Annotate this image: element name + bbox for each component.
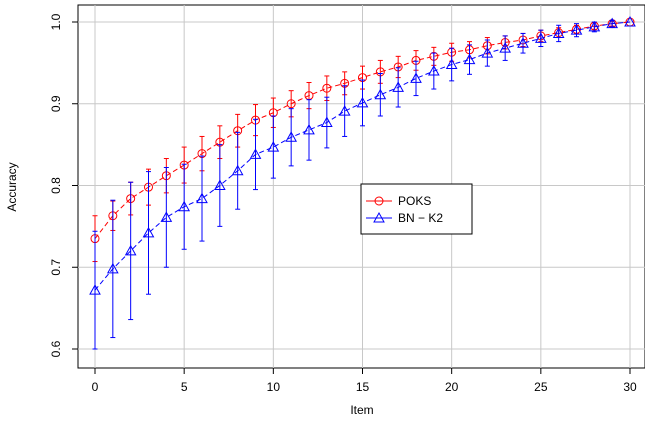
data-point (588, 20, 601, 32)
error-bar (110, 199, 116, 339)
error-bar (413, 60, 419, 97)
x-axis: 0 5 10 15 20 25 30 (92, 368, 637, 394)
plot-frame (77, 4, 645, 369)
error-bar (502, 35, 508, 61)
error-bar (253, 118, 258, 191)
error-bar (199, 155, 205, 242)
x-axis-label: Item (350, 403, 373, 417)
x-tick-label: 15 (356, 380, 370, 394)
data-point (410, 72, 422, 83)
error-bar (360, 79, 365, 127)
data-point (481, 47, 494, 58)
data-point (178, 200, 191, 212)
error-bar (395, 67, 401, 108)
error-bar (484, 39, 490, 67)
y-tick-label: 0.7 (49, 259, 63, 276)
data-point (160, 211, 173, 222)
data-point (285, 131, 298, 142)
data-point (124, 244, 137, 256)
data-point (534, 32, 547, 43)
legend-label-poks: POKS (398, 194, 431, 208)
data-point (213, 179, 226, 190)
series-layer (89, 15, 636, 350)
data-point (445, 58, 458, 70)
legend: POKS BN − K2 (360, 183, 473, 235)
error-bar (270, 115, 276, 179)
data-point (392, 81, 405, 92)
data-point (499, 42, 512, 53)
x-tick-label: 0 (92, 380, 99, 394)
error-bar (324, 96, 330, 149)
data-point (374, 88, 387, 100)
x-tick-label: 25 (534, 380, 548, 394)
series-bn-k2 (89, 15, 636, 350)
y-tick-label: 1.0 (49, 13, 63, 30)
data-point (463, 53, 476, 65)
x-tick-label: 30 (623, 380, 637, 394)
legend-box (360, 183, 473, 235)
error-bar (217, 144, 223, 227)
error-bar (609, 19, 615, 28)
error-bar (377, 73, 383, 117)
data-point (286, 99, 296, 109)
legend-label-bn-k2: BN − K2 (398, 211, 443, 225)
error-bar (306, 99, 312, 161)
data-point (552, 27, 565, 38)
data-point (249, 148, 262, 159)
error-bar (288, 108, 294, 167)
y-tick-label: 0.6 (49, 340, 63, 357)
error-bar (92, 230, 98, 350)
y-tick-label: 0.8 (49, 177, 63, 194)
data-point (356, 96, 369, 108)
error-bar (146, 171, 151, 295)
x-tick-label: 10 (267, 380, 281, 394)
error-bar (342, 85, 348, 137)
data-point (267, 141, 280, 152)
error-bar (163, 167, 169, 268)
legend-marker-bn-k2 (373, 211, 385, 223)
error-bar (235, 131, 241, 210)
data-point (196, 192, 208, 204)
data-point (142, 226, 155, 238)
data-point (427, 65, 440, 76)
data-point (570, 24, 583, 35)
data-point (338, 105, 351, 116)
error-bar (431, 52, 437, 90)
data-point (320, 116, 333, 128)
data-point (303, 123, 315, 135)
data-point (231, 164, 244, 176)
error-bar (181, 163, 187, 250)
y-tick-label: 0.9 (49, 95, 63, 112)
y-axis-label: Accuracy (5, 162, 19, 211)
data-point (624, 15, 636, 27)
data-point (106, 262, 119, 274)
data-point (606, 17, 619, 29)
data-point (322, 83, 332, 93)
data-point (517, 37, 529, 48)
y-axis: 0.6 0.7 0.8 0.9 1.0 (49, 13, 78, 357)
x-tick-label: 5 (181, 380, 188, 394)
x-tick-label: 20 (445, 380, 459, 394)
error-bar (467, 44, 472, 75)
error-bar (520, 32, 526, 54)
error-bar (449, 47, 455, 82)
legend-marker-poks (374, 196, 384, 206)
error-bar (128, 181, 134, 321)
data-point (89, 284, 101, 295)
